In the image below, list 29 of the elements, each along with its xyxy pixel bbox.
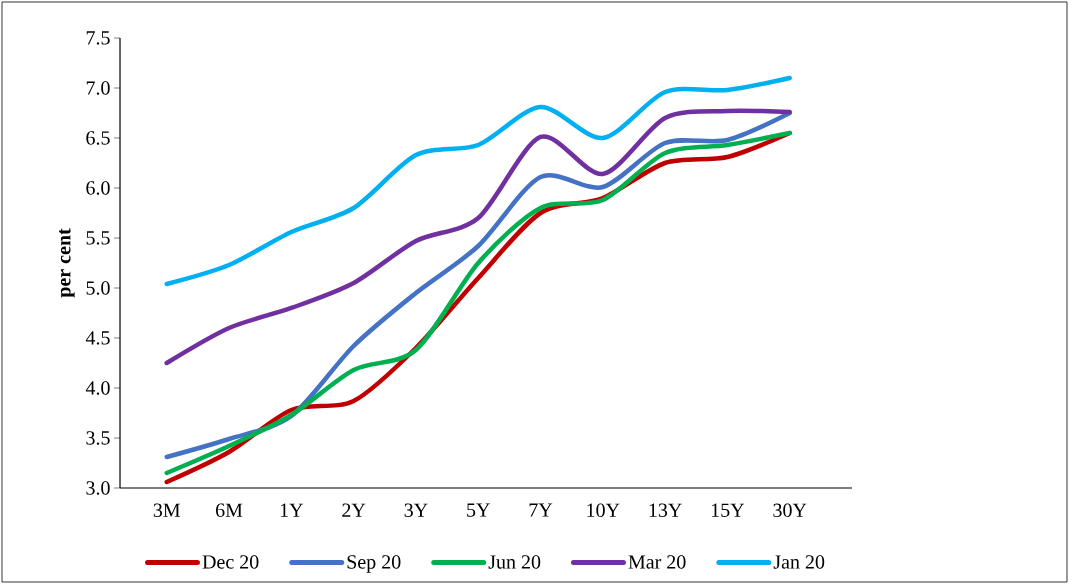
x-tick-label: 5Y [467,503,490,517]
legend-label: Jan 20 [773,555,825,569]
x-tick-label: 1Y [280,503,304,517]
y-axis-title: per cent [59,228,75,298]
legend-label: Dec 20 [202,555,259,569]
x-tick-label: 2Y [342,503,366,517]
y-tick-label: 6.5 [86,131,110,145]
x-tick-label: 3M [153,503,181,517]
line-series [164,75,792,287]
legend-label: Mar 20 [628,555,686,569]
x-tick-label: 6M [216,503,243,517]
x-tick-label: 30Y [773,503,807,518]
line-series [164,108,792,366]
y-tick-label: 7.0 [86,81,110,95]
y-tick-label: 6.0 [86,181,110,195]
x-tick-label: 7Y [529,503,553,517]
x-tick-label: 10Y [587,503,620,518]
y-tick-label: 3.0 [86,481,110,495]
y-tick-label: 7.5 [86,31,110,45]
y-tick-label: 5.5 [86,231,110,245]
y-tick-label: 4.5 [85,331,110,345]
y-tick-label: 3.5 [86,431,110,445]
x-tick-label: 3Y [404,503,428,517]
y-tick-label: 4.0 [85,381,110,395]
legend-label: Sep 20 [347,555,401,573]
y-tick-label: 5.0 [86,281,110,295]
legend-label: Jun 20 [488,555,541,569]
x-tick-label: 13Y [649,503,682,517]
x-tick-label: 15Y [711,503,745,517]
